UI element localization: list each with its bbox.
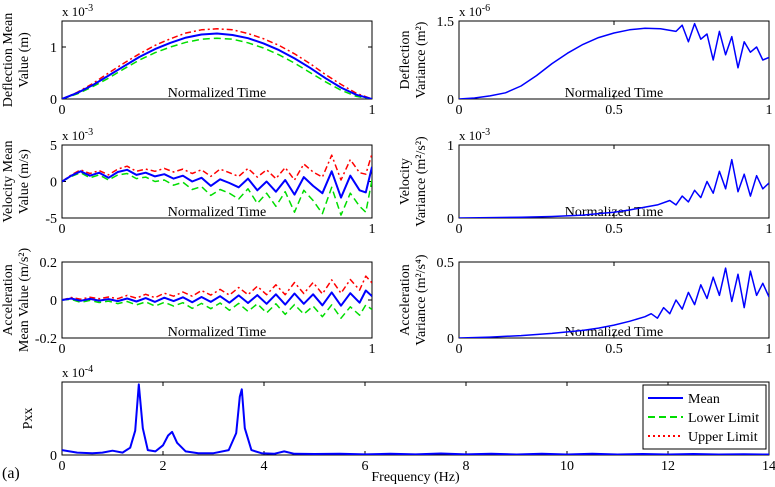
figure-label: (a) [2, 465, 20, 482]
axis-exponent: x 10-3 [62, 3, 93, 19]
y-axis-label: Pxx [21, 408, 36, 430]
series-line-mean [62, 166, 372, 199]
y-axis-label: Value (m) [17, 32, 32, 88]
axis-exponent-power: -4 [85, 364, 93, 375]
axis-exponent: x 10-3 [62, 127, 93, 143]
y-tick-label: 0 [447, 212, 454, 227]
y-axis-label: Mean Value (m/s²) [17, 248, 32, 353]
x-tick-label: 1 [369, 103, 376, 118]
y-axis-label: Value (m/s) [17, 149, 32, 214]
x-tick-label: 0 [59, 342, 66, 357]
axis-exponent-power: -3 [85, 127, 93, 138]
axis-exponent: x 10-6 [459, 3, 490, 19]
x-tick-label: 0 [59, 222, 66, 237]
x-tick-label: 1 [766, 222, 773, 237]
series-line-lower-limit [62, 37, 372, 99]
x-tick-label: 0 [59, 459, 66, 474]
series-line-mean [62, 289, 372, 307]
axis-exponent-power: -3 [482, 127, 490, 138]
y-axis-label: Variance (m²) [414, 21, 429, 98]
y-axis-label: Velocity [398, 158, 413, 205]
y-tick-label: 0 [50, 449, 57, 464]
legend-label: Upper Limit [688, 430, 758, 445]
panel-acceleration-variance: 0 0.5 1 0 0.5 Normalized Time Acceleration Vari… [398, 254, 773, 357]
y-axis-label: Variance (m²/s²) [414, 136, 429, 227]
x-tick-label: 0.5 [605, 222, 623, 237]
y-tick-label: 0 [447, 93, 454, 108]
y-tick-label: 1 [50, 41, 57, 56]
x-axis-label: Frequency (Hz) [371, 470, 460, 485]
y-tick-label: 5 [50, 139, 57, 154]
y-axis-label: Deflection Mean [1, 13, 16, 107]
y-tick-label: 0.5 [437, 256, 455, 271]
x-tick-label: 12 [661, 459, 675, 474]
x-tick-label: 4 [261, 459, 268, 474]
y-tick-label: 0.2 [40, 256, 58, 271]
x-tick-label: 1 [766, 342, 773, 357]
series-line-upper-limit [62, 153, 372, 183]
x-tick-label: 1 [766, 103, 773, 118]
axis-exponent: x 10-4 [62, 364, 93, 380]
series-line-mean [459, 22, 769, 99]
x-tick-label: 1 [369, 222, 376, 237]
plot-frame [458, 20, 770, 100]
series-line-upper-limit [62, 275, 372, 301]
x-tick-label: 1 [369, 342, 376, 357]
y-tick-label: 0 [50, 93, 57, 108]
x-tick-label: 0 [456, 103, 463, 118]
x-tick-label: 0.5 [605, 103, 623, 118]
x-tick-label: 0 [59, 103, 66, 118]
y-axis-label: Variance (m²/s⁴) [414, 254, 429, 345]
y-tick-label: 0 [447, 332, 454, 347]
x-axis-label: Normalized Time [168, 86, 266, 101]
y-tick-label: -0.2 [35, 332, 57, 347]
legend: Mean Lower Limit Upper Limit [642, 384, 767, 450]
series-line-upper-limit [62, 28, 372, 99]
panel-pxx: 0 2 4 6 8 10 12 14 0 Frequency (Hz) Pxx x 10-4 Mean L… [21, 364, 775, 485]
x-axis-label: Normalized Time [168, 205, 266, 220]
x-axis-label: Normalized Time [168, 325, 266, 340]
legend-label: Lower Limit [688, 411, 759, 426]
series-line-lower-limit [62, 298, 372, 319]
series-line-mean [62, 32, 372, 99]
axis-exponent-power: -3 [85, 3, 93, 14]
x-tick-label: 0 [456, 222, 463, 237]
x-tick-label: 0.5 [605, 342, 623, 357]
legend-label: Mean [688, 392, 720, 407]
y-axis-label: Velocity Mean [1, 140, 16, 222]
panel-deflection-mean: 0 1 0 1 Normalized Time Deflection Mean Value … [1, 3, 376, 118]
y-axis-label: Deflection [398, 30, 413, 89]
series-line-mean [62, 383, 769, 455]
series-line-lower-limit [62, 171, 372, 216]
y-tick-label: 0 [50, 294, 57, 309]
axis-exponent: x 10-3 [459, 127, 490, 143]
x-axis-label: Normalized Time [565, 325, 663, 340]
y-axis-label: Acceleration [398, 264, 413, 336]
x-tick-label: 14 [762, 459, 775, 474]
x-tick-label: 10 [560, 459, 574, 474]
x-tick-label: 2 [160, 459, 167, 474]
axis-exponent-power: -6 [482, 3, 490, 14]
x-tick-label: 6 [362, 459, 369, 474]
series-line-mean [459, 267, 769, 338]
plot-frame [458, 144, 770, 219]
x-tick-label: 8 [463, 459, 470, 474]
y-tick-label: 1.5 [437, 15, 455, 30]
x-tick-label: 0 [456, 342, 463, 357]
x-axis-label: Normalized Time [565, 86, 663, 101]
y-tick-label: -5 [45, 212, 57, 227]
panel-deflection-variance: 0 0.5 1 0 1.5 Normalized Time Deflection Varian… [398, 3, 773, 118]
series-line-mean [459, 158, 769, 218]
y-tick-label: 1 [447, 139, 454, 154]
y-tick-label: 0 [50, 176, 57, 191]
y-axis-label: Acceleration [1, 264, 16, 336]
